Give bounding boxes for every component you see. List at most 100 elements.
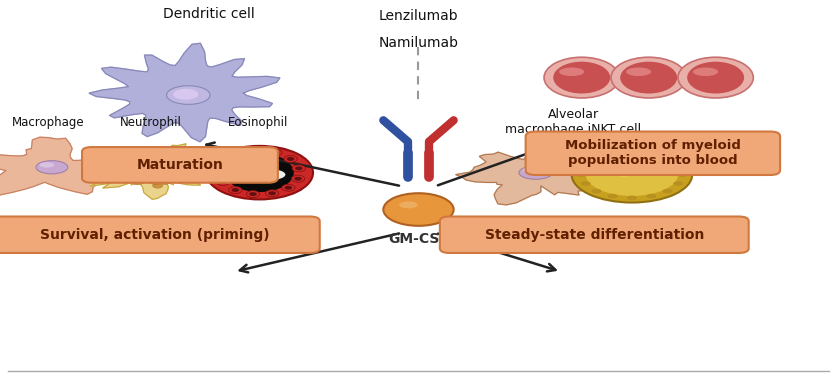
Ellipse shape [518, 166, 552, 179]
Circle shape [591, 156, 601, 161]
Ellipse shape [292, 165, 305, 172]
Ellipse shape [625, 68, 650, 76]
Ellipse shape [124, 162, 150, 173]
Circle shape [172, 168, 182, 172]
Ellipse shape [225, 153, 293, 192]
Circle shape [607, 151, 617, 156]
Ellipse shape [217, 158, 231, 165]
Ellipse shape [607, 165, 639, 177]
Circle shape [124, 164, 134, 168]
Circle shape [143, 157, 153, 161]
Text: Neutrophil: Neutrophil [120, 116, 181, 129]
Ellipse shape [140, 161, 164, 171]
Circle shape [150, 180, 161, 185]
Polygon shape [0, 137, 129, 196]
Circle shape [585, 153, 677, 196]
Circle shape [645, 194, 655, 198]
Ellipse shape [399, 201, 417, 208]
Ellipse shape [234, 152, 242, 156]
Circle shape [138, 167, 148, 171]
Ellipse shape [619, 62, 676, 94]
Circle shape [580, 181, 590, 186]
Text: Mobilization of myeloid
populations into blood: Mobilization of myeloid populations into… [564, 139, 740, 167]
Ellipse shape [252, 149, 260, 153]
Ellipse shape [677, 57, 752, 98]
Circle shape [136, 169, 146, 173]
Circle shape [182, 176, 192, 180]
Ellipse shape [558, 68, 584, 76]
Ellipse shape [249, 192, 257, 196]
Text: Maturation: Maturation [136, 158, 223, 172]
Polygon shape [89, 144, 212, 199]
Ellipse shape [692, 68, 717, 76]
Ellipse shape [291, 175, 304, 182]
Circle shape [152, 184, 162, 188]
Ellipse shape [155, 163, 180, 173]
Ellipse shape [543, 57, 619, 98]
Circle shape [144, 172, 154, 177]
Text: Dendritic cell: Dendritic cell [163, 7, 255, 21]
Text: Namilumab: Namilumab [378, 36, 458, 50]
Ellipse shape [212, 168, 226, 175]
Ellipse shape [206, 146, 313, 199]
Ellipse shape [553, 62, 609, 94]
Circle shape [160, 168, 170, 172]
Ellipse shape [219, 180, 227, 184]
Ellipse shape [150, 170, 171, 179]
Ellipse shape [228, 187, 242, 194]
FancyBboxPatch shape [0, 217, 319, 253]
Circle shape [672, 181, 682, 186]
Text: Steady-state differentiation: Steady-state differentiation [484, 228, 703, 242]
Ellipse shape [686, 62, 743, 94]
Circle shape [132, 180, 142, 185]
Ellipse shape [253, 169, 285, 180]
Ellipse shape [246, 191, 259, 197]
Ellipse shape [265, 190, 278, 197]
Ellipse shape [610, 57, 686, 98]
Circle shape [676, 172, 686, 177]
Ellipse shape [216, 170, 223, 174]
Circle shape [144, 165, 154, 170]
Circle shape [126, 161, 136, 166]
Text: Macrophage: Macrophage [13, 116, 84, 129]
Ellipse shape [522, 168, 537, 172]
Circle shape [607, 194, 617, 198]
Circle shape [626, 196, 636, 200]
Circle shape [160, 180, 170, 185]
Ellipse shape [221, 160, 228, 164]
Circle shape [626, 149, 636, 154]
Text: Lenzilumab: Lenzilumab [378, 9, 458, 23]
FancyBboxPatch shape [440, 217, 747, 253]
Circle shape [645, 151, 655, 156]
Circle shape [591, 189, 601, 193]
Ellipse shape [217, 178, 230, 185]
Ellipse shape [166, 86, 210, 104]
Ellipse shape [284, 186, 292, 190]
Ellipse shape [232, 188, 239, 192]
Polygon shape [455, 142, 605, 205]
Circle shape [153, 160, 163, 165]
Ellipse shape [294, 177, 302, 181]
Circle shape [124, 168, 134, 172]
Polygon shape [89, 43, 279, 142]
Text: GM-CSF: GM-CSF [388, 232, 448, 246]
Ellipse shape [271, 151, 278, 155]
Ellipse shape [39, 162, 54, 168]
Ellipse shape [231, 151, 244, 158]
Circle shape [576, 172, 586, 177]
Ellipse shape [282, 184, 295, 191]
Ellipse shape [233, 165, 265, 176]
Text: Survival, activation (priming): Survival, activation (priming) [40, 228, 269, 242]
Ellipse shape [268, 149, 282, 156]
Circle shape [580, 163, 590, 168]
Ellipse shape [133, 170, 155, 179]
Circle shape [155, 162, 166, 167]
Ellipse shape [173, 89, 198, 100]
Circle shape [153, 155, 163, 160]
FancyBboxPatch shape [525, 132, 779, 175]
Ellipse shape [268, 191, 276, 195]
FancyBboxPatch shape [82, 147, 278, 183]
Circle shape [116, 162, 126, 166]
Ellipse shape [283, 156, 297, 163]
Circle shape [661, 189, 671, 193]
